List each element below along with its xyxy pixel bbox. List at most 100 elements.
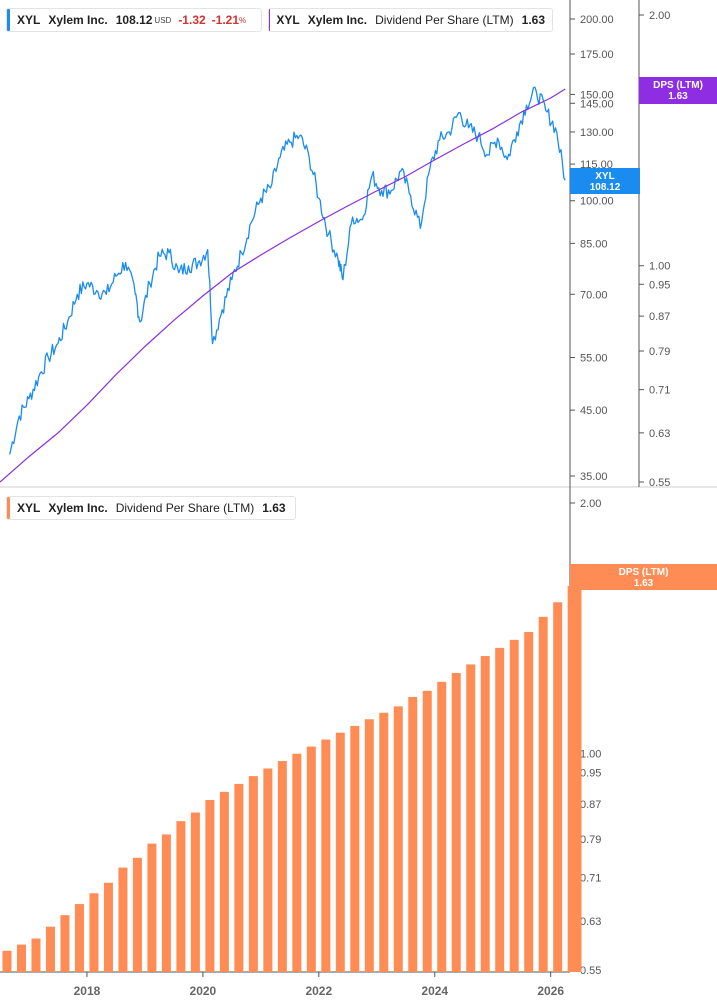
dps-bar bbox=[393, 706, 403, 972]
dps-tick-label-top: 0.87 bbox=[649, 311, 670, 323]
price-value-tag-line2: 108.12 bbox=[590, 182, 621, 193]
dps-bar bbox=[306, 746, 316, 972]
dps-tick-label-bottom: 0.87 bbox=[580, 799, 601, 811]
dps-bar bbox=[132, 857, 142, 972]
legend-dps-top-metric: Dividend Per Share (LTM) bbox=[375, 13, 514, 27]
price-tick-label: 85.00 bbox=[580, 238, 608, 250]
dps-bar bbox=[147, 843, 157, 972]
dps-value-tag-bottom: DPS (LTM)1.63 bbox=[570, 564, 717, 590]
dps-bar bbox=[89, 893, 99, 972]
legend-price-change-pct: -1.21 bbox=[211, 13, 240, 27]
dps-tick-label-top: 0.55 bbox=[649, 477, 670, 489]
price-value-tag-line1: XYL bbox=[595, 171, 614, 182]
dps-bar bbox=[509, 639, 519, 972]
price-tick-label: 130.00 bbox=[580, 127, 614, 139]
dps-bar bbox=[335, 732, 345, 972]
dps-bar bbox=[451, 673, 461, 972]
price-tick-label: 70.00 bbox=[580, 289, 608, 301]
dps-bar bbox=[263, 768, 273, 972]
dps-bar bbox=[74, 904, 84, 972]
dps-bar bbox=[16, 944, 26, 972]
dps-tick-label-top: 0.63 bbox=[649, 428, 670, 440]
dps-bar bbox=[422, 690, 432, 972]
dps-tick-label-bottom: 0.55 bbox=[580, 965, 601, 977]
dps-value-tag-bottom-line1: DPS (LTM) bbox=[619, 567, 669, 578]
legend-dps-top-value: 1.63 bbox=[521, 13, 545, 27]
price-tick-label: 145.00 bbox=[580, 98, 614, 110]
dps-bar bbox=[480, 656, 490, 972]
legend-dps-top-ticker: XYL bbox=[276, 13, 300, 27]
dps-bar bbox=[364, 719, 374, 972]
dps-bar bbox=[567, 585, 577, 972]
dps-tick-label-top: 0.95 bbox=[649, 279, 670, 291]
legend-price-change: -1.32 bbox=[178, 13, 206, 27]
dps-bar bbox=[45, 926, 55, 972]
price-tick-label: 175.00 bbox=[580, 49, 614, 61]
dps-bar bbox=[60, 915, 70, 972]
dps-value-tag-bottom-line2: 1.63 bbox=[634, 578, 654, 589]
dps-tick-label-bottom: 2.00 bbox=[580, 498, 601, 510]
legend-dps-top[interactable]: XYL Xylem Inc. Dividend Per Share (LTM) … bbox=[268, 8, 553, 32]
dps-bar bbox=[466, 664, 476, 972]
time-tick-label: 2024 bbox=[421, 984, 448, 998]
legend-price[interactable]: XYL Xylem Inc. 108.12 USD -1.32 -1.21 % bbox=[6, 8, 262, 32]
dps-bar bbox=[350, 725, 360, 972]
dps-bar bbox=[408, 696, 418, 972]
dps-bar bbox=[524, 632, 534, 972]
legend-dps-top-name: Xylem Inc. bbox=[307, 13, 368, 27]
legend-dps-bottom-metric: Dividend Per Share (LTM) bbox=[115, 501, 255, 515]
price-value-tag-bg bbox=[570, 168, 640, 194]
price-tick-label: 35.00 bbox=[580, 471, 608, 483]
dps-bar bbox=[321, 739, 331, 972]
dps-tick-label-top: 0.71 bbox=[649, 385, 670, 397]
dps-tick-label-top: 0.79 bbox=[649, 346, 670, 358]
legend-dps-bottom-swatch bbox=[7, 497, 10, 519]
legend-price-currency: USD bbox=[154, 15, 172, 25]
dps-bar bbox=[2, 950, 12, 972]
dps-bar bbox=[118, 867, 128, 972]
dps-bar bbox=[553, 602, 563, 972]
dps-tick-label-top: 1.00 bbox=[649, 261, 670, 273]
dps-value-tag-top-line2: 1.63 bbox=[668, 91, 688, 102]
dps-tick-label-bottom: 1.00 bbox=[580, 749, 601, 761]
time-tick-label: 2022 bbox=[305, 984, 332, 998]
price-tick-label: 100.00 bbox=[580, 196, 614, 208]
dps-value-tag-top: DPS (LTM)1.63 bbox=[639, 77, 717, 104]
legend-dps-bottom[interactable]: XYL Xylem Inc. Dividend Per Share (LTM) … bbox=[6, 496, 296, 520]
dps-bar bbox=[538, 616, 548, 972]
dps-tick-label-bottom: 0.95 bbox=[580, 767, 601, 779]
legend-price-value: 108.12 bbox=[115, 13, 153, 27]
dps-bar bbox=[292, 753, 302, 972]
dps-bar bbox=[379, 712, 389, 972]
dps-bar bbox=[572, 577, 582, 972]
legend-price-pct-sign: % bbox=[239, 15, 247, 25]
dps-bar bbox=[190, 812, 200, 972]
dps-value-tag-top-bg bbox=[639, 77, 717, 104]
price-tick-label: 45.00 bbox=[580, 405, 608, 417]
dps-value-tag-bottom-bg bbox=[570, 564, 717, 590]
legend-price-ticker: XYL bbox=[17, 13, 41, 27]
dps-tick-label-bottom: 0.79 bbox=[580, 834, 601, 846]
dps-bar bbox=[31, 938, 41, 972]
time-tick-label: 2020 bbox=[190, 984, 217, 998]
dps-bar bbox=[277, 761, 287, 972]
dps-bar bbox=[176, 821, 186, 972]
dps-bar bbox=[495, 647, 505, 972]
dps-bar bbox=[219, 791, 229, 972]
dps-bar bbox=[103, 882, 113, 972]
dps-bar bbox=[437, 681, 447, 972]
dps-bar bbox=[161, 834, 171, 972]
dps-bar bbox=[248, 776, 258, 972]
time-tick-label: 2026 bbox=[537, 984, 564, 998]
price-series-line bbox=[9, 86, 566, 455]
dps-bar bbox=[234, 783, 244, 972]
price-tick-label: 55.00 bbox=[580, 352, 608, 364]
dps-bar bbox=[205, 799, 215, 972]
price-tick-label: 200.00 bbox=[580, 14, 614, 26]
dps-series-line bbox=[0, 88, 566, 483]
legend-price-name: Xylem Inc. bbox=[48, 13, 108, 27]
time-tick-label: 2018 bbox=[74, 984, 101, 998]
price-tick-label: 150.00 bbox=[580, 89, 614, 101]
